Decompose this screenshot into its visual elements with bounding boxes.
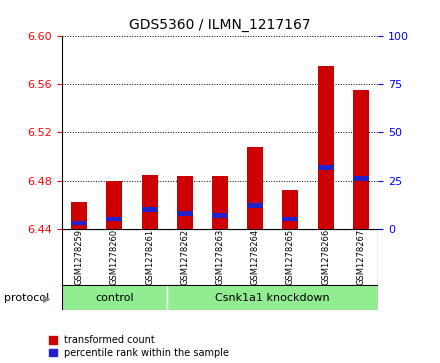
Text: GSM1278261: GSM1278261	[145, 229, 154, 285]
Title: GDS5360 / ILMN_1217167: GDS5360 / ILMN_1217167	[129, 19, 311, 33]
Bar	[167, 285, 378, 310]
Bar	[282, 217, 298, 221]
Text: GSM1278259: GSM1278259	[75, 229, 84, 285]
Bar	[282, 190, 298, 229]
Text: control: control	[95, 293, 134, 303]
Bar	[353, 176, 369, 181]
Bar	[71, 202, 87, 229]
Bar	[318, 66, 334, 229]
Text: GSM1278264: GSM1278264	[251, 229, 260, 285]
Text: ▶: ▶	[43, 293, 51, 303]
Bar	[177, 211, 193, 216]
Bar	[212, 213, 228, 218]
Text: GSM1278267: GSM1278267	[356, 229, 365, 285]
Bar	[353, 90, 369, 229]
Bar	[106, 217, 122, 221]
Bar	[247, 147, 263, 229]
Text: GSM1278266: GSM1278266	[321, 229, 330, 285]
Bar	[142, 207, 158, 212]
Text: GSM1278262: GSM1278262	[180, 229, 189, 285]
Bar	[177, 176, 193, 229]
Bar	[62, 285, 167, 310]
Bar	[71, 220, 87, 225]
Text: protocol: protocol	[4, 293, 50, 303]
Text: GSM1278265: GSM1278265	[286, 229, 295, 285]
Text: GSM1278263: GSM1278263	[216, 229, 224, 285]
Bar	[212, 176, 228, 229]
Legend: transformed count, percentile rank within the sample: transformed count, percentile rank withi…	[49, 335, 229, 358]
Bar	[106, 181, 122, 229]
Text: GSM1278260: GSM1278260	[110, 229, 119, 285]
Bar	[318, 165, 334, 170]
Text: Csnk1a1 knockdown: Csnk1a1 knockdown	[216, 293, 330, 303]
Bar	[247, 203, 263, 208]
Bar	[142, 175, 158, 229]
